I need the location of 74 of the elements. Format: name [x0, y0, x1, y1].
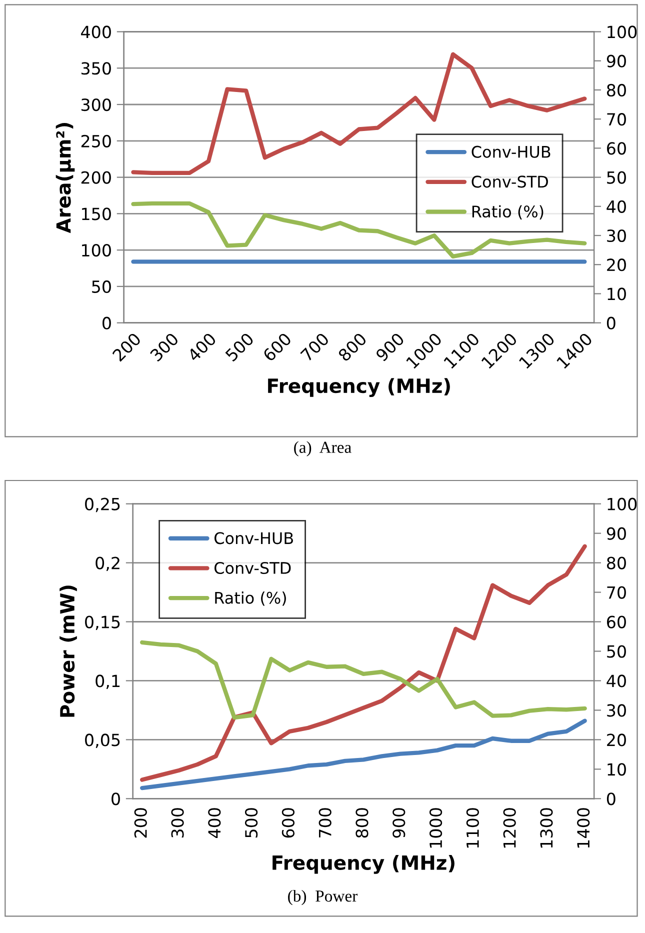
y2-tick-label: 90 [606, 527, 626, 540]
y-tick-label: 0,2 [96, 556, 120, 572]
x-tick-label: 1400 [577, 808, 590, 848]
x-tick-label: 900 [392, 808, 406, 838]
y2-tick-label: 10 [608, 288, 626, 300]
y2-tick-label: 40 [606, 674, 626, 688]
y-tick-label: 0,05 [85, 734, 120, 748]
legend-label: Conv-STD [472, 176, 548, 188]
y-tick-label: 0,25 [85, 498, 120, 512]
legend-label: Conv-HUB [472, 146, 550, 158]
y2-tick-label: 40 [606, 200, 626, 213]
x-tick-label: 600 [282, 808, 295, 838]
y-tick-label: 300 [81, 98, 111, 112]
y-tick-label: 100 [82, 244, 111, 257]
y-tick-label: 400 [81, 26, 111, 38]
y2-tick-label: 30 [607, 704, 626, 717]
y2-tick-label: 80 [606, 84, 626, 97]
y-tick-label: 0 [102, 316, 111, 330]
y2-tick-label: 0 [606, 316, 616, 330]
text: (a) Area [294, 441, 352, 456]
x-axis-title: Frequency (MHz) [272, 854, 454, 874]
x-tick-label: 500 [245, 808, 258, 838]
y2-tick-label: 0 [606, 792, 616, 806]
line-series [140, 544, 587, 782]
text: (b) Power [288, 890, 358, 906]
y-tick-label: 350 [81, 62, 111, 75]
y2-tick-label: 50 [607, 645, 626, 658]
x-tick-label: 800 [337, 332, 368, 362]
x-axis-title: Frequency (MHz) [268, 378, 450, 398]
y2-tick-label: 20 [607, 734, 626, 746]
y2-tick-label: 20 [607, 258, 626, 272]
x-tick-label: 400 [208, 808, 221, 838]
x-tick-label: 800 [356, 808, 368, 838]
y2-tick-label: 80 [606, 556, 626, 570]
x-tick-label: 300 [149, 332, 180, 362]
legend-label: Ratio (%) [215, 592, 286, 606]
legend-label: Conv-HUB [214, 532, 293, 544]
x-tick-label: 700 [300, 332, 330, 362]
line-series [131, 201, 587, 259]
x-tick-label: 500 [224, 332, 254, 362]
y-tick-label: 0,15 [85, 616, 120, 630]
y-tick-label: 250 [81, 134, 111, 148]
x-tick-label: 700 [318, 808, 332, 838]
y-tick-label: 150 [82, 208, 111, 220]
y2-tick-label: 60 [607, 142, 626, 155]
y2-tick-label: 50 [607, 171, 626, 184]
x-tick-label: 1200 [503, 808, 516, 848]
x-tick-label: 1100 [466, 808, 479, 848]
x-tick-label: 300 [171, 808, 184, 838]
y-tick-label: 200 [81, 171, 111, 184]
y2-tick-label: 70 [607, 113, 626, 126]
y2-tick-label: 100 [608, 26, 637, 38]
y2-tick-label: 70 [607, 586, 626, 599]
y-tick-label: 0 [112, 792, 120, 806]
y-axis-title: Area(µm²) [56, 123, 75, 234]
y-tick-label: 0,1 [96, 674, 120, 689]
x-tick-label: 900 [375, 332, 405, 362]
x-tick-label: 1300 [540, 808, 553, 848]
y2-tick-label: 100 [608, 498, 637, 510]
y2-tick-label: 10 [608, 763, 626, 776]
y-axis-title: Power (mW) [60, 586, 77, 717]
legend-label: Conv-STD [214, 562, 291, 574]
x-tick-label: 600 [262, 332, 292, 362]
line-series [140, 718, 587, 790]
line-series [140, 640, 587, 720]
y2-tick-label: 30 [607, 229, 626, 242]
y-tick-label: 50 [92, 280, 111, 293]
y2-tick-label: 90 [606, 54, 626, 68]
line-series [131, 52, 587, 175]
y2-tick-label: 60 [607, 616, 626, 628]
x-tick-label: 200 [134, 808, 147, 838]
x-tick-label: 1000 [429, 808, 442, 848]
legend-label: Ratio (%) [472, 205, 544, 220]
x-tick-label: 400 [186, 332, 217, 362]
